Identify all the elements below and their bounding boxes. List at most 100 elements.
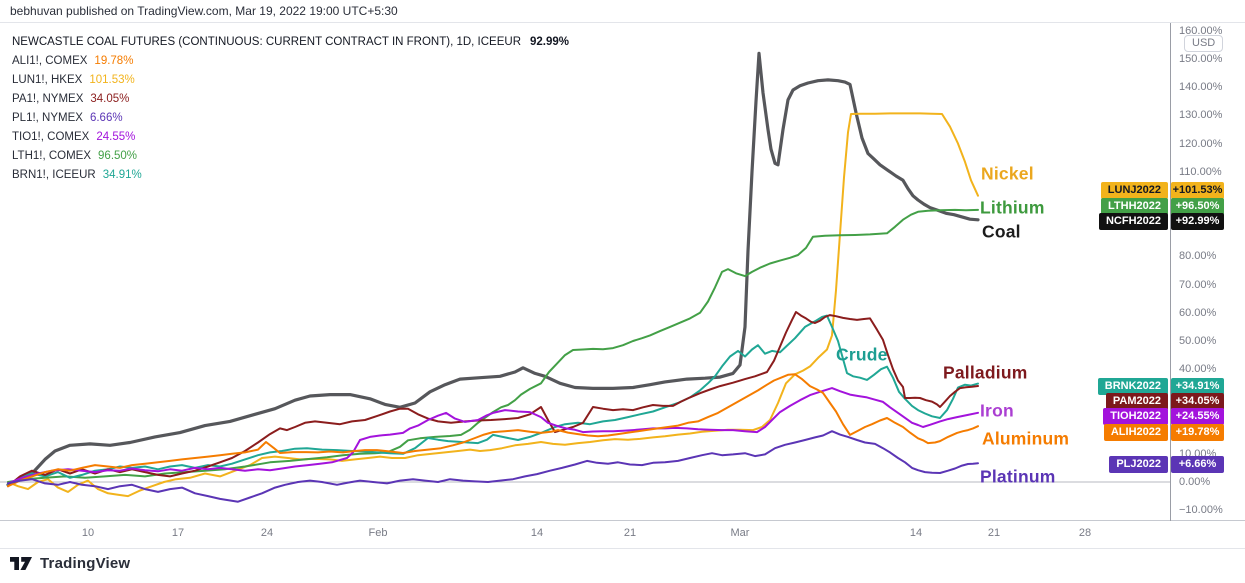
price-scale-divider xyxy=(1170,23,1171,548)
legend-item-change: 34.91% xyxy=(102,169,142,181)
legend-title-value: 92.99% xyxy=(530,36,570,48)
legend-item-symbol: PA1!, NYMEX xyxy=(12,93,84,105)
legend-item-tio1: TIO1!, COMEX 24.55% xyxy=(12,128,569,147)
ticker-tag: NCFH2022 xyxy=(1098,213,1168,230)
x-axis-tick: 14 xyxy=(530,527,544,539)
line-label-palladium: Palladium xyxy=(943,362,1028,383)
line-label-aluminum: Aluminum xyxy=(982,428,1070,449)
legend-item-symbol: TIO1!, COMEX xyxy=(12,131,90,143)
x-axis-tick: 28 xyxy=(1078,527,1092,539)
publish-text: bebhuvan published on TradingView.com, M… xyxy=(10,4,398,18)
legend-item-lun1: LUN1!, HKEX 101.53% xyxy=(12,71,569,90)
footer-divider xyxy=(0,548,1245,549)
line-label-crude: Crude xyxy=(836,344,888,365)
y-axis-tick: 140.00% xyxy=(1179,81,1223,94)
x-axis-tick: 10 xyxy=(81,527,95,539)
y-axis-tick: 0.00% xyxy=(1179,476,1211,488)
price-label-tioh2022: TIOH2022 +24.55% xyxy=(0,408,1245,425)
legend-item-pa1: PA1!, NYMEX 34.05% xyxy=(12,90,569,109)
legend-item-symbol: ALI1!, COMEX xyxy=(12,55,88,67)
ticker-tag: PAM2022 xyxy=(1105,393,1168,410)
line-label-platinum: Platinum xyxy=(980,466,1056,487)
price-label-alih2022: ALIH2022 +19.78% xyxy=(0,424,1245,441)
ticker-value: +6.66% xyxy=(1171,456,1224,473)
price-label-lthh2022: LTHH2022 +96.50% xyxy=(0,198,1245,215)
price-label-plj2022: PLJ2022 +6.66% xyxy=(0,456,1245,473)
series-line-aluminum xyxy=(7,373,979,488)
legend-item-symbol: PL1!, NYMEX xyxy=(12,112,83,124)
legend-item-change: 24.55% xyxy=(96,131,136,143)
legend-title: NEWCASTLE COAL FUTURES (CONTINUOUS: CURR… xyxy=(12,36,522,48)
price-label-ncfh2022: NCFH2022 +92.99% xyxy=(0,213,1245,230)
ticker-value: +92.99% xyxy=(1171,213,1224,230)
price-label-pam2022: PAM2022 +34.05% xyxy=(0,393,1245,410)
ticker-tag: ALIH2022 xyxy=(1103,424,1168,441)
x-axis-tick: Mar xyxy=(730,527,750,539)
x-axis-tick: 14 xyxy=(909,527,923,539)
y-axis-tick: 40.00% xyxy=(1179,363,1217,376)
header-divider xyxy=(0,22,1245,23)
x-axis-tick: 21 xyxy=(623,527,637,539)
tradingview-brand-text[interactable]: TradingView xyxy=(40,555,131,572)
ticker-value: +96.50% xyxy=(1171,198,1224,215)
currency-unit-button[interactable]: USD xyxy=(1184,35,1224,52)
x-axis-tick: 21 xyxy=(987,527,1001,539)
legend-item-symbol: BRN1!, ICEEUR xyxy=(12,169,96,181)
y-axis-tick: 110.00% xyxy=(1179,165,1222,178)
ticker-value: +19.78% xyxy=(1171,424,1224,441)
series-line-palladium xyxy=(7,311,979,488)
legend-item-lth1: LTH1!, COMEX 96.50% xyxy=(12,147,569,166)
ticker-value: +34.91% xyxy=(1171,378,1224,395)
y-axis-tick: 150.00% xyxy=(1179,53,1223,65)
ticker-tag: PLJ2022 xyxy=(1109,456,1168,473)
price-label-brnk2022: BRNK2022 +34.91% xyxy=(0,378,1245,395)
y-axis-tick: 50.00% xyxy=(1179,335,1217,347)
tradingview-logo-icon[interactable] xyxy=(10,555,33,572)
y-axis-tick: 160.00% xyxy=(1179,24,1223,37)
ticker-value: +101.53% xyxy=(1171,182,1224,199)
legend-item-symbol: LUN1!, HKEX xyxy=(12,74,83,86)
time-scale[interactable]: 10 17 24 Feb 14 21 Mar 14 21 28 xyxy=(0,521,1245,548)
line-label-iron: Iron xyxy=(980,400,1014,421)
publish-bar: bebhuvan published on TradingView.com, M… xyxy=(0,0,1245,22)
legend-items: ALI1!, COMEX 19.78% LUN1!, HKEX 101.53% PA1!… xyxy=(12,52,569,185)
legend-item-symbol: LTH1!, COMEX xyxy=(12,150,92,162)
line-label-coal: Coal xyxy=(982,221,1021,242)
series-line-coal xyxy=(6,51,980,487)
y-axis-tick: 70.00% xyxy=(1179,278,1217,291)
price-label-lunj2022: LUNJ2022 +101.53% xyxy=(0,182,1245,199)
time-scale-divider xyxy=(0,520,1245,521)
chart-legend: NEWCASTLE COAL FUTURES (CONTINUOUS: CURR… xyxy=(12,33,569,185)
ticker-value: +34.05% xyxy=(1171,393,1224,410)
ticker-value: +24.55% xyxy=(1171,408,1224,425)
series-line-iron xyxy=(7,387,979,485)
footer: TradingView xyxy=(10,555,130,572)
x-axis-tick: 17 xyxy=(171,527,185,539)
legend-item-change: 19.78% xyxy=(94,55,134,67)
ticker-tag: BRNK2022 xyxy=(1097,378,1168,395)
y-axis-tick: 130.00% xyxy=(1179,109,1223,122)
ticker-tag: TIOH2022 xyxy=(1103,408,1168,425)
legend-item-change: 6.66% xyxy=(89,112,123,124)
legend-item-pl1: PL1!, NYMEX 6.66% xyxy=(12,109,569,128)
price-scale[interactable]: 160.00% 150.00% 140.00% 130.00% 120.00% 110.0… xyxy=(1171,23,1245,520)
y-axis-tick: 60.00% xyxy=(1179,306,1217,319)
line-label-nickel: Nickel xyxy=(981,163,1034,184)
line-label-lithium: Lithium xyxy=(980,197,1045,218)
y-axis-tick: 80.00% xyxy=(1179,250,1217,263)
series-line-nickel xyxy=(7,112,979,498)
legend-title-row: NEWCASTLE COAL FUTURES (CONTINUOUS: CURR… xyxy=(12,33,569,52)
legend-item-change: 34.05% xyxy=(90,93,130,105)
y-axis-tick: 120.00% xyxy=(1179,137,1223,150)
series-line-platinum xyxy=(7,430,979,503)
legend-item-brn1: BRN1!, ICEEUR 34.91% xyxy=(12,166,569,185)
ticker-tag: LUNJ2022 xyxy=(1100,182,1168,199)
legend-item-change: 96.50% xyxy=(98,150,138,162)
legend-item-change: 101.53% xyxy=(89,74,135,86)
series-line-lithium xyxy=(7,208,979,483)
ticker-tag: LTHH2022 xyxy=(1101,198,1168,215)
x-axis-tick: 24 xyxy=(260,527,274,539)
x-axis-tick: Feb xyxy=(368,527,388,539)
y-axis-tick: −10.00% xyxy=(1179,504,1223,517)
